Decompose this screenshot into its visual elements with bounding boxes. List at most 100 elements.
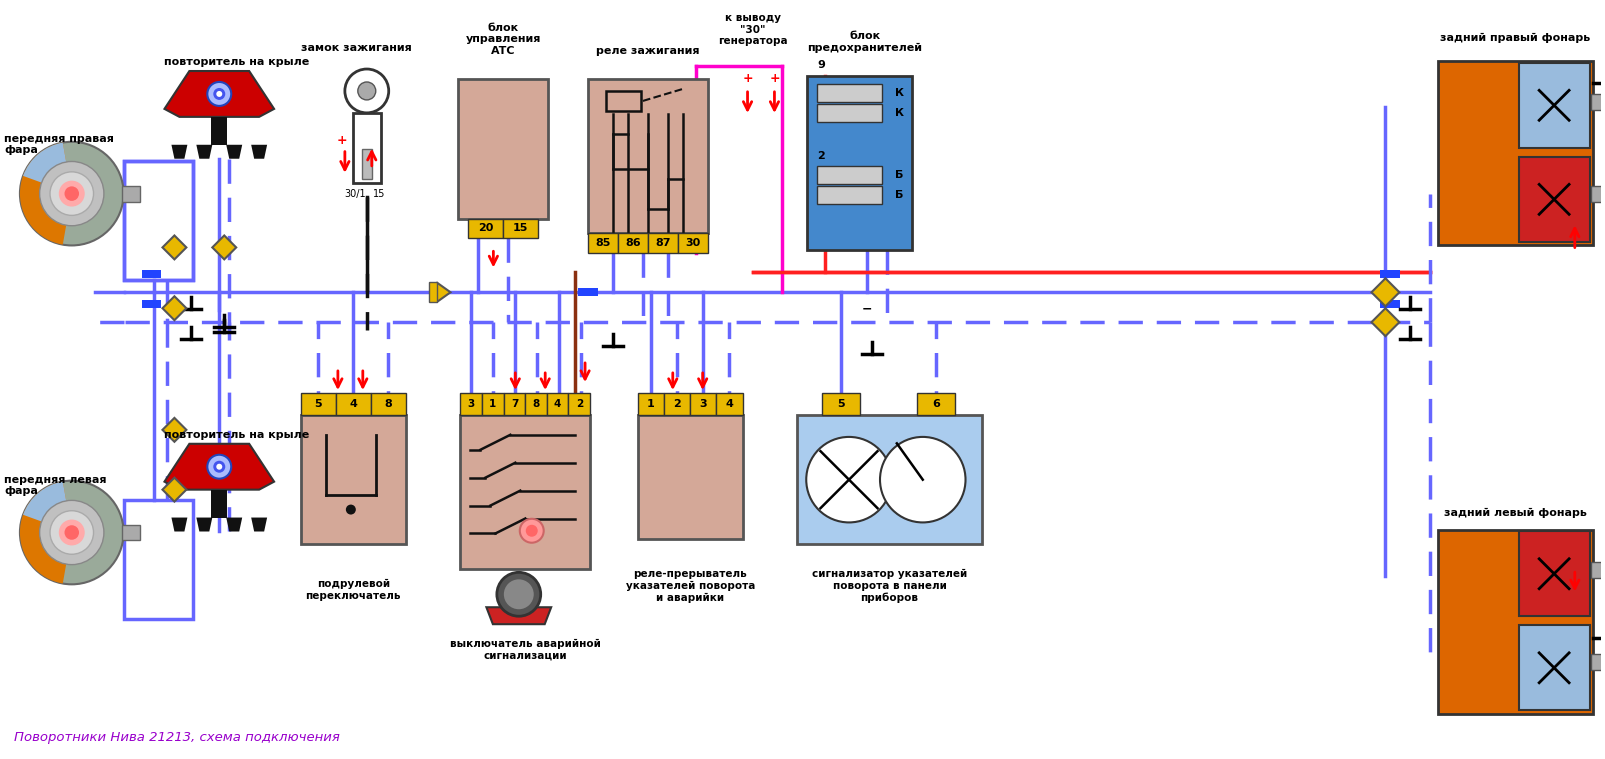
Circle shape: [50, 172, 93, 216]
Text: 20: 20: [478, 223, 493, 234]
Text: 3: 3: [467, 399, 475, 409]
Bar: [1438, 530, 1592, 714]
Bar: [647, 234, 677, 254]
Circle shape: [40, 500, 104, 565]
Text: 5: 5: [315, 399, 323, 409]
Bar: [1591, 186, 1605, 202]
Bar: [568, 393, 589, 415]
Circle shape: [525, 524, 538, 537]
Bar: [822, 393, 860, 415]
Polygon shape: [196, 145, 212, 159]
Wedge shape: [22, 143, 72, 194]
Bar: [141, 270, 162, 279]
Bar: [716, 393, 742, 415]
Circle shape: [207, 455, 231, 479]
Text: реле зажигания: реле зажигания: [595, 46, 700, 56]
Bar: [122, 524, 140, 540]
Text: передняя правая
фара: передняя правая фара: [3, 134, 114, 156]
Bar: [587, 79, 708, 234]
Bar: [525, 393, 547, 415]
Text: 30: 30: [685, 238, 700, 248]
Circle shape: [880, 437, 965, 522]
Bar: [457, 79, 547, 219]
Bar: [371, 393, 406, 415]
Bar: [1438, 61, 1592, 245]
Bar: [618, 234, 647, 254]
Text: задний левый фонарь: задний левый фонарь: [1443, 508, 1586, 518]
Bar: [817, 84, 881, 102]
Text: выключатель аварийной
сигнализации: выключатель аварийной сигнализации: [449, 639, 600, 661]
Bar: [335, 393, 371, 415]
Bar: [637, 393, 663, 415]
Polygon shape: [250, 518, 266, 531]
Bar: [212, 490, 228, 518]
Bar: [578, 288, 597, 296]
Text: К: К: [894, 88, 904, 98]
Circle shape: [59, 181, 85, 206]
Polygon shape: [162, 418, 186, 442]
Circle shape: [358, 82, 376, 100]
Polygon shape: [162, 296, 186, 320]
Bar: [690, 393, 716, 415]
Polygon shape: [164, 71, 274, 117]
Polygon shape: [172, 518, 188, 531]
Circle shape: [19, 142, 124, 245]
Polygon shape: [1371, 308, 1398, 336]
Bar: [469, 219, 502, 238]
Polygon shape: [162, 235, 186, 260]
Text: передняя левая
фара: передняя левая фара: [3, 474, 106, 496]
Bar: [300, 393, 335, 415]
Text: блок
предохранителей: блок предохранителей: [807, 31, 921, 53]
Text: +: +: [769, 73, 780, 86]
Text: Б: Б: [894, 190, 904, 200]
Bar: [429, 282, 437, 302]
Text: Б: Б: [894, 170, 904, 180]
Bar: [124, 161, 193, 280]
Text: 4: 4: [350, 399, 356, 409]
Bar: [796, 415, 981, 544]
Bar: [461, 415, 589, 569]
Bar: [605, 91, 640, 111]
Text: 15: 15: [372, 189, 385, 199]
Polygon shape: [437, 282, 451, 302]
Text: подрулевой
переключатель: подрулевой переключатель: [305, 579, 401, 601]
Text: 15: 15: [512, 223, 528, 234]
Bar: [1518, 531, 1589, 616]
Bar: [124, 499, 193, 619]
Text: 3: 3: [700, 399, 706, 409]
Text: 87: 87: [655, 238, 671, 248]
Text: +: +: [337, 134, 347, 147]
Polygon shape: [172, 145, 188, 159]
Bar: [547, 393, 568, 415]
Text: Поворотники Нива 21213, схема подключения: Поворотники Нива 21213, схема подключени…: [14, 731, 340, 744]
Bar: [817, 104, 881, 122]
Bar: [637, 415, 742, 540]
Polygon shape: [226, 518, 242, 531]
Circle shape: [59, 520, 85, 546]
Text: 1: 1: [647, 399, 655, 409]
Text: повторитель на крыле: повторитель на крыле: [164, 57, 310, 67]
Text: повторитель на крыле: повторитель на крыле: [164, 430, 310, 439]
Bar: [300, 415, 406, 544]
Circle shape: [40, 162, 104, 225]
Circle shape: [806, 437, 891, 522]
Text: 6: 6: [931, 399, 939, 409]
Bar: [212, 117, 228, 145]
Text: 4: 4: [554, 399, 562, 409]
Text: 9: 9: [817, 60, 825, 70]
Bar: [817, 165, 881, 184]
Bar: [1591, 654, 1605, 670]
Bar: [122, 186, 140, 202]
Bar: [1518, 63, 1589, 148]
Bar: [502, 219, 538, 238]
Bar: [504, 393, 525, 415]
Polygon shape: [250, 145, 266, 159]
Circle shape: [217, 91, 221, 97]
Polygon shape: [486, 607, 551, 624]
Bar: [587, 234, 618, 254]
Wedge shape: [19, 143, 72, 244]
Text: сигнализатор указателей
поворота в панели
приборов: сигнализатор указателей поворота в панел…: [812, 569, 966, 603]
Text: 2: 2: [817, 151, 825, 161]
Circle shape: [217, 464, 221, 470]
Bar: [1591, 562, 1605, 578]
